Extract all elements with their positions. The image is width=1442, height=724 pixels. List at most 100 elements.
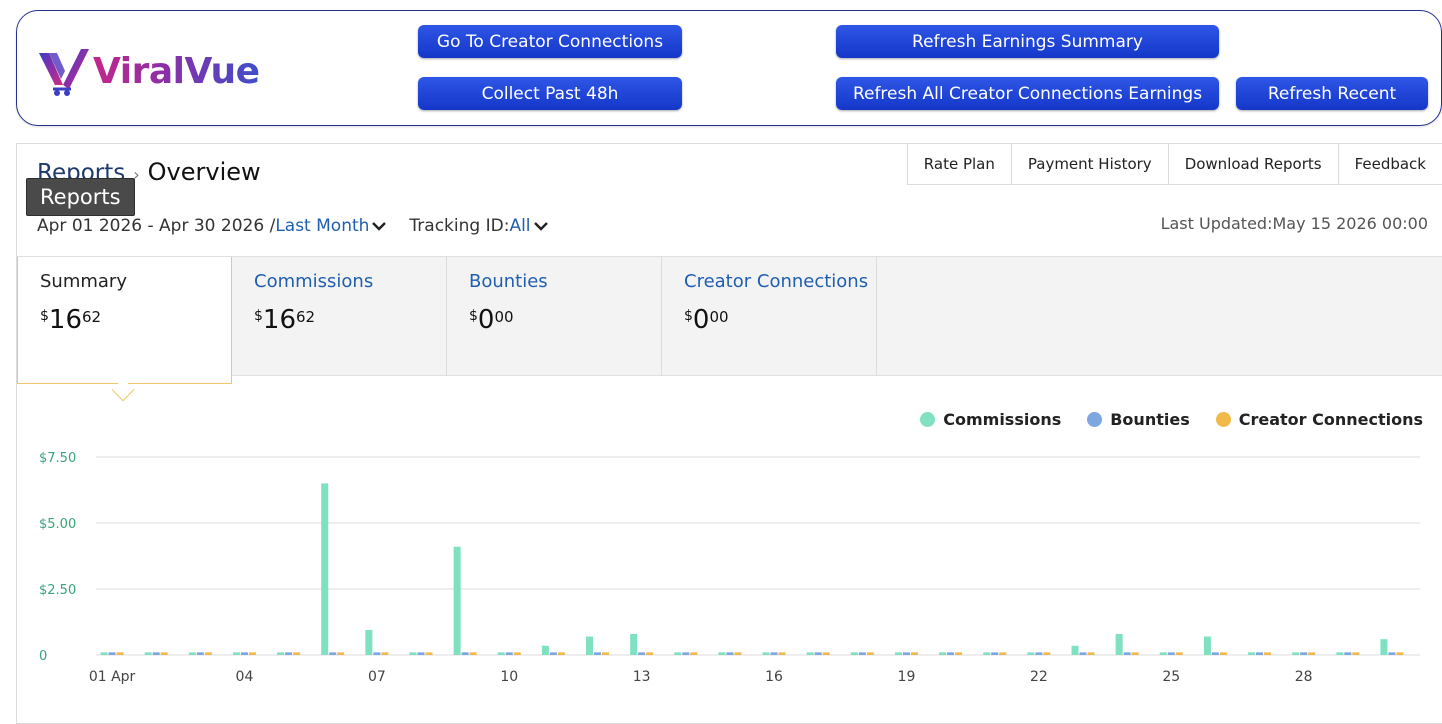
tab-payment-history[interactable]: Payment History bbox=[1012, 144, 1169, 184]
bar-commissions-16[interactable] bbox=[762, 652, 770, 655]
bar-creator-connections-15[interactable] bbox=[734, 652, 742, 655]
bar-commissions-20[interactable] bbox=[939, 652, 947, 655]
bar-bounties-23[interactable] bbox=[1079, 652, 1087, 655]
bar-bounties-27[interactable] bbox=[1256, 652, 1264, 655]
bar-creator-connections-25[interactable] bbox=[1175, 652, 1183, 655]
bar-creator-connections-22[interactable] bbox=[1043, 652, 1051, 655]
bar-bounties-01[interactable] bbox=[108, 652, 116, 655]
bar-creator-connections-17[interactable] bbox=[822, 652, 830, 655]
bar-creator-connections-09[interactable] bbox=[469, 652, 477, 655]
bar-bounties-16[interactable] bbox=[770, 652, 778, 655]
bar-bounties-14[interactable] bbox=[682, 652, 690, 655]
bar-bounties-07[interactable] bbox=[373, 652, 381, 655]
bar-commissions-14[interactable] bbox=[674, 652, 682, 655]
bar-commissions-22[interactable] bbox=[1027, 652, 1035, 655]
bar-bounties-20[interactable] bbox=[947, 652, 955, 655]
bar-commissions-17[interactable] bbox=[806, 652, 814, 655]
card-bounties[interactable]: Bounties $0 00 bbox=[447, 257, 662, 376]
bar-creator-connections-06[interactable] bbox=[337, 652, 345, 655]
refresh-all-creator-connections-earnings-button[interactable]: Refresh All Creator Connections Earnings bbox=[836, 77, 1219, 110]
card-commissions[interactable]: Commissions $16 62 bbox=[232, 257, 447, 376]
bar-commissions-12[interactable] bbox=[586, 636, 594, 655]
bar-bounties-02[interactable] bbox=[152, 652, 160, 655]
bar-commissions-07[interactable] bbox=[365, 629, 373, 655]
bar-bounties-09[interactable] bbox=[461, 652, 469, 655]
bar-creator-connections-05[interactable] bbox=[293, 652, 301, 655]
bar-creator-connections-01[interactable] bbox=[116, 652, 124, 655]
bar-commissions-08[interactable] bbox=[409, 652, 417, 655]
bar-creator-connections-26[interactable] bbox=[1219, 652, 1227, 655]
bar-commissions-04[interactable] bbox=[232, 652, 240, 655]
bar-creator-connections-28[interactable] bbox=[1308, 652, 1316, 655]
bar-commissions-29[interactable] bbox=[1336, 652, 1344, 655]
bar-commissions-03[interactable] bbox=[188, 652, 196, 655]
bar-bounties-11[interactable] bbox=[549, 652, 557, 655]
bar-creator-connections-11[interactable] bbox=[557, 652, 565, 655]
bar-commissions-10[interactable] bbox=[497, 652, 505, 655]
bar-creator-connections-23[interactable] bbox=[1087, 652, 1095, 655]
bar-creator-connections-03[interactable] bbox=[204, 652, 212, 655]
bar-bounties-12[interactable] bbox=[594, 652, 602, 655]
bar-bounties-24[interactable] bbox=[1123, 652, 1131, 655]
tab-download-reports[interactable]: Download Reports bbox=[1169, 144, 1339, 184]
tab-feedback[interactable]: Feedback bbox=[1354, 155, 1426, 173]
chevron-down-icon[interactable] bbox=[533, 218, 549, 234]
go-to-creator-connections-button[interactable]: Go To Creator Connections bbox=[418, 25, 682, 58]
bar-bounties-22[interactable] bbox=[1035, 652, 1043, 655]
bar-creator-connections-30[interactable] bbox=[1396, 652, 1404, 655]
bar-commissions-06[interactable] bbox=[321, 483, 329, 655]
bar-commissions-23[interactable] bbox=[1071, 645, 1079, 655]
bar-creator-connections-10[interactable] bbox=[513, 652, 521, 655]
refresh-earnings-summary-button[interactable]: Refresh Earnings Summary bbox=[836, 25, 1219, 58]
bar-commissions-24[interactable] bbox=[1115, 633, 1123, 655]
bar-bounties-30[interactable] bbox=[1388, 652, 1396, 655]
bar-creator-connections-02[interactable] bbox=[160, 652, 168, 655]
bar-creator-connections-07[interactable] bbox=[381, 652, 389, 655]
refresh-recent-button[interactable]: Refresh Recent bbox=[1236, 77, 1428, 110]
bar-commissions-27[interactable] bbox=[1248, 652, 1256, 655]
bar-bounties-26[interactable] bbox=[1211, 652, 1219, 655]
bar-bounties-05[interactable] bbox=[285, 652, 293, 655]
bar-bounties-04[interactable] bbox=[240, 652, 248, 655]
bar-commissions-13[interactable] bbox=[630, 633, 638, 655]
bar-commissions-02[interactable] bbox=[144, 652, 152, 655]
bar-bounties-06[interactable] bbox=[329, 652, 337, 655]
chevron-down-icon[interactable] bbox=[371, 218, 387, 234]
bar-commissions-19[interactable] bbox=[894, 652, 902, 655]
bar-bounties-08[interactable] bbox=[417, 652, 425, 655]
bar-commissions-11[interactable] bbox=[541, 645, 549, 655]
tracking-id-dropdown[interactable]: All bbox=[509, 216, 531, 236]
bar-commissions-30[interactable] bbox=[1380, 639, 1388, 655]
bar-bounties-03[interactable] bbox=[196, 652, 204, 655]
collect-past-48h-button[interactable]: Collect Past 48h bbox=[418, 77, 682, 110]
bar-bounties-10[interactable] bbox=[505, 652, 513, 655]
tab-rate-plan[interactable]: Rate Plan bbox=[908, 144, 1012, 184]
card-creator-connections[interactable]: Creator Connections $0 00 bbox=[662, 257, 877, 376]
card-summary[interactable]: Summary $16 62 bbox=[17, 257, 232, 384]
period-dropdown[interactable]: Last Month bbox=[275, 216, 370, 236]
bar-bounties-29[interactable] bbox=[1344, 652, 1352, 655]
bar-creator-connections-19[interactable] bbox=[910, 652, 918, 655]
bar-creator-connections-16[interactable] bbox=[778, 652, 786, 655]
bar-bounties-13[interactable] bbox=[638, 652, 646, 655]
bar-commissions-15[interactable] bbox=[718, 652, 726, 655]
bar-bounties-28[interactable] bbox=[1300, 652, 1308, 655]
bar-commissions-28[interactable] bbox=[1292, 652, 1300, 655]
bar-creator-connections-20[interactable] bbox=[955, 652, 963, 655]
bar-creator-connections-29[interactable] bbox=[1352, 652, 1360, 655]
bar-creator-connections-18[interactable] bbox=[866, 652, 874, 655]
bar-commissions-21[interactable] bbox=[983, 652, 991, 655]
bar-creator-connections-08[interactable] bbox=[425, 652, 433, 655]
bar-bounties-17[interactable] bbox=[814, 652, 822, 655]
bar-commissions-09[interactable] bbox=[453, 546, 461, 655]
bar-commissions-01[interactable] bbox=[100, 652, 108, 655]
bar-creator-connections-24[interactable] bbox=[1131, 652, 1139, 655]
bar-commissions-25[interactable] bbox=[1159, 652, 1167, 655]
bar-creator-connections-12[interactable] bbox=[602, 652, 610, 655]
legend-item-bounties[interactable]: Bounties bbox=[1087, 410, 1190, 429]
bar-creator-connections-27[interactable] bbox=[1264, 652, 1272, 655]
bar-commissions-18[interactable] bbox=[850, 652, 858, 655]
bar-bounties-25[interactable] bbox=[1167, 652, 1175, 655]
bar-bounties-15[interactable] bbox=[726, 652, 734, 655]
bar-creator-connections-21[interactable] bbox=[999, 652, 1007, 655]
